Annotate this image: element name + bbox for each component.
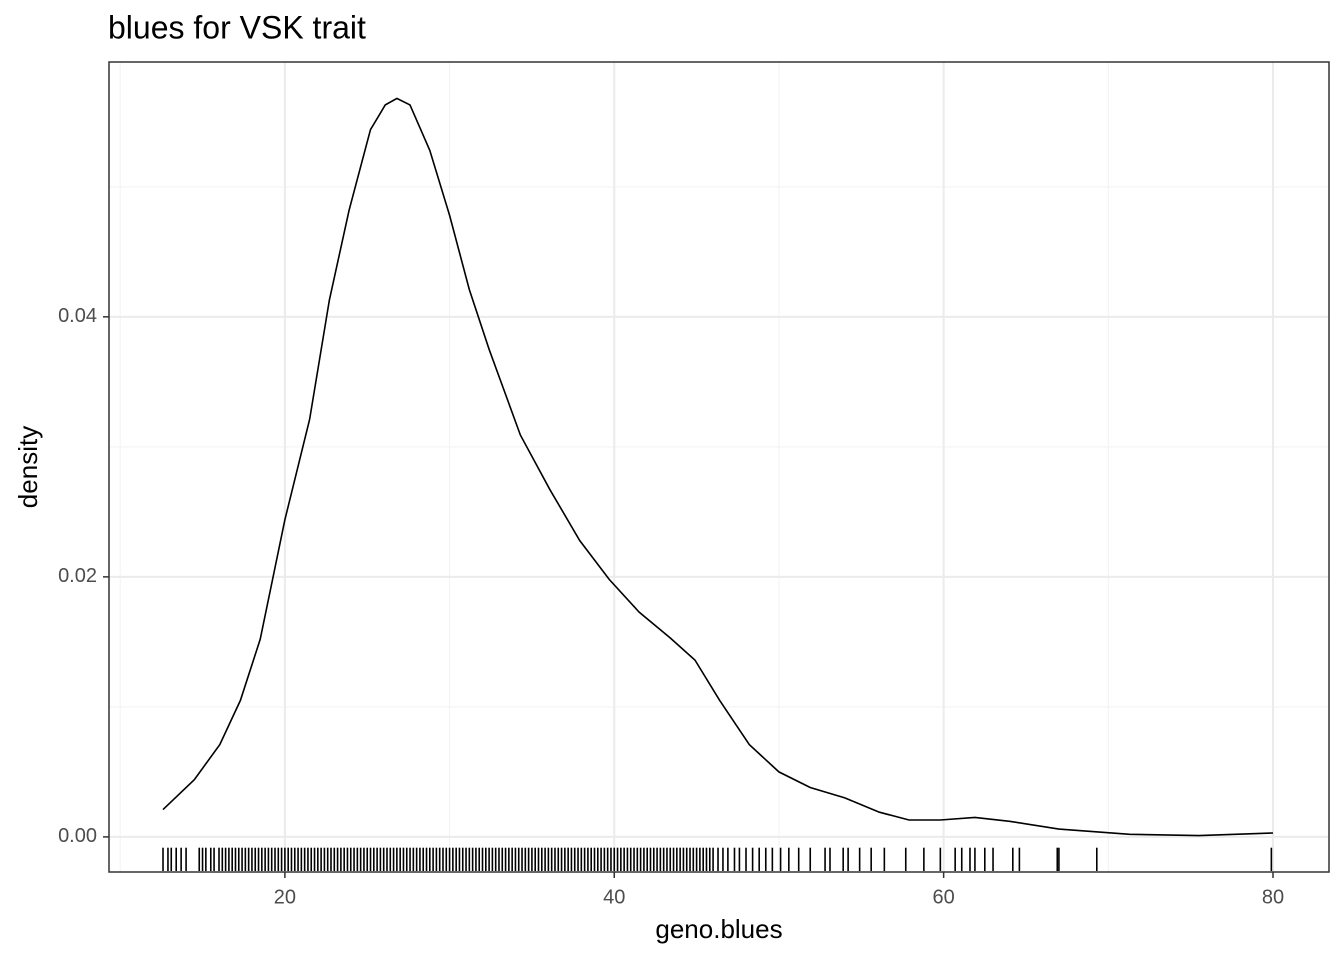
y-tick-label: 0.04 [58, 305, 97, 327]
x-tick-label: 20 [274, 886, 296, 908]
density-line [162, 97, 1274, 837]
y-tick-label: 0.02 [58, 565, 97, 587]
x-tick-label: 40 [603, 886, 625, 908]
chart-title: blues for VSK trait [108, 9, 366, 45]
x-axis-label: geno.blues [655, 914, 782, 944]
y-tick-label: 0.00 [58, 825, 97, 847]
x-tick-label: 60 [933, 886, 955, 908]
x-tick-label: 80 [1262, 886, 1284, 908]
y-axis-label: density [13, 426, 43, 508]
panel-border [108, 61, 1330, 873]
